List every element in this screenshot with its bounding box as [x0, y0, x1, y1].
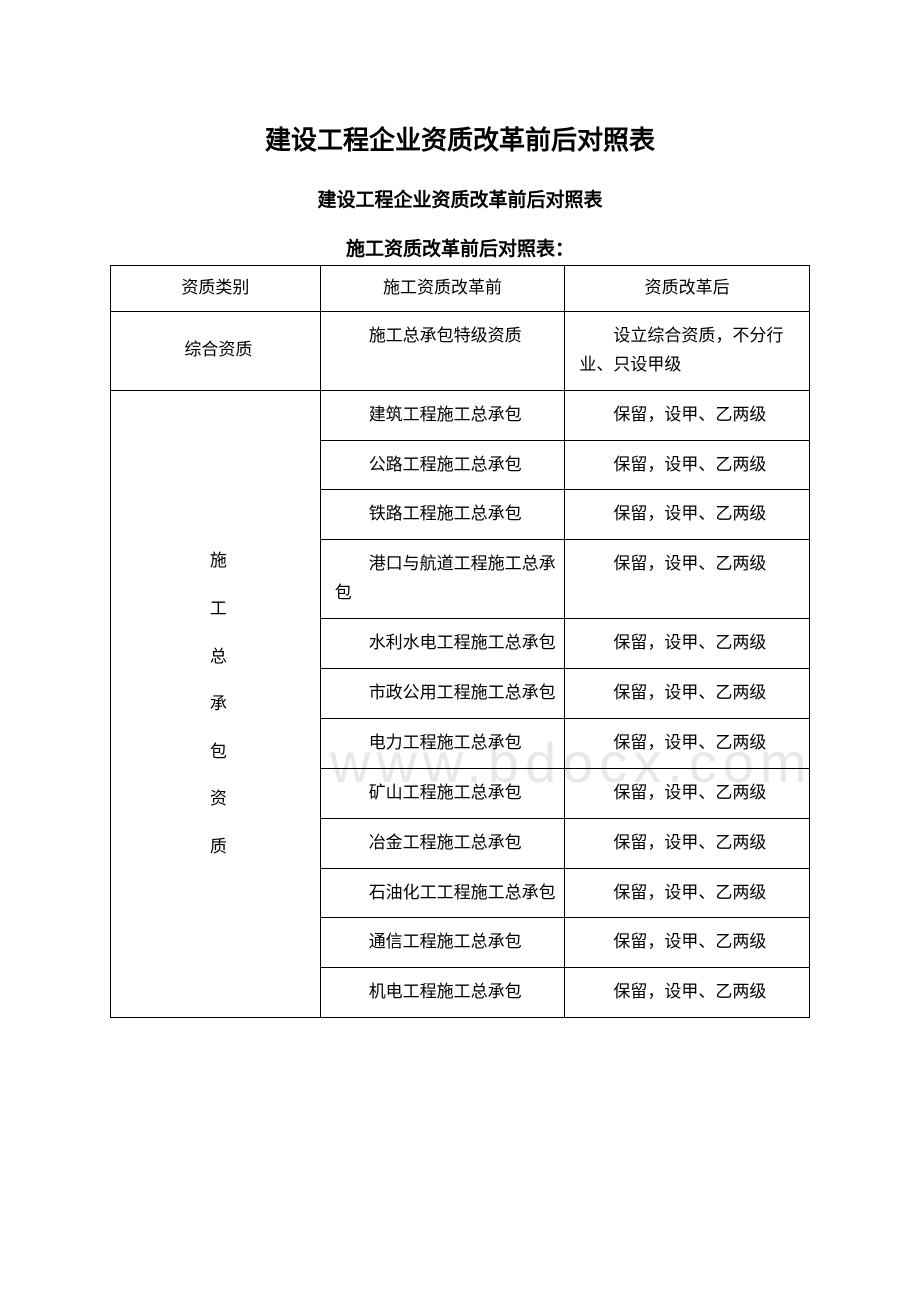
before-cell: 公路工程施工总承包	[320, 440, 565, 490]
before-cell: 市政公用工程施工总承包	[320, 669, 565, 719]
after-cell: 保留，设甲、乙两级	[565, 540, 810, 619]
before-cell: 施工总承包特级资质	[320, 311, 565, 390]
after-cell: 保留，设甲、乙两级	[565, 718, 810, 768]
after-cell: 保留，设甲、乙两级	[565, 440, 810, 490]
category-cell: 综合资质	[111, 311, 321, 390]
after-cell: 保留，设甲、乙两级	[565, 490, 810, 540]
section-title: 施工资质改革前后对照表：	[110, 234, 810, 261]
before-cell: 冶金工程施工总承包	[320, 818, 565, 868]
after-cell: 保留，设甲、乙两级	[565, 619, 810, 669]
after-cell: 保留，设甲、乙两级	[565, 818, 810, 868]
after-cell: 保留，设甲、乙两级	[565, 768, 810, 818]
table-header-1: 施工资质改革前	[320, 266, 565, 312]
after-cell: 保留，设甲、乙两级	[565, 390, 810, 440]
before-cell: 电力工程施工总承包	[320, 718, 565, 768]
before-cell: 石油化工工程施工总承包	[320, 868, 565, 918]
before-cell: 港口与航道工程施工总承包	[320, 540, 565, 619]
comparison-table: 资质类别施工资质改革前资质改革后综合资质施工总承包特级资质设立综合资质，不分行业…	[110, 265, 810, 1018]
main-title: 建设工程企业资质改革前后对照表	[110, 120, 810, 157]
before-cell: 通信工程施工总承包	[320, 918, 565, 968]
before-cell: 建筑工程施工总承包	[320, 390, 565, 440]
before-cell: 水利水电工程施工总承包	[320, 619, 565, 669]
table-header-0: 资质类别	[111, 266, 321, 312]
table-header-2: 资质改革后	[565, 266, 810, 312]
sub-title: 建设工程企业资质改革前后对照表	[110, 185, 810, 212]
before-cell: 矿山工程施工总承包	[320, 768, 565, 818]
after-cell: 保留，设甲、乙两级	[565, 669, 810, 719]
category-cell: 施工总承包资质	[111, 390, 321, 1018]
before-cell: 机电工程施工总承包	[320, 968, 565, 1018]
after-cell: 保留，设甲、乙两级	[565, 868, 810, 918]
after-cell: 保留，设甲、乙两级	[565, 918, 810, 968]
after-cell: 设立综合资质，不分行业、只设甲级	[565, 311, 810, 390]
before-cell: 铁路工程施工总承包	[320, 490, 565, 540]
after-cell: 保留，设甲、乙两级	[565, 968, 810, 1018]
